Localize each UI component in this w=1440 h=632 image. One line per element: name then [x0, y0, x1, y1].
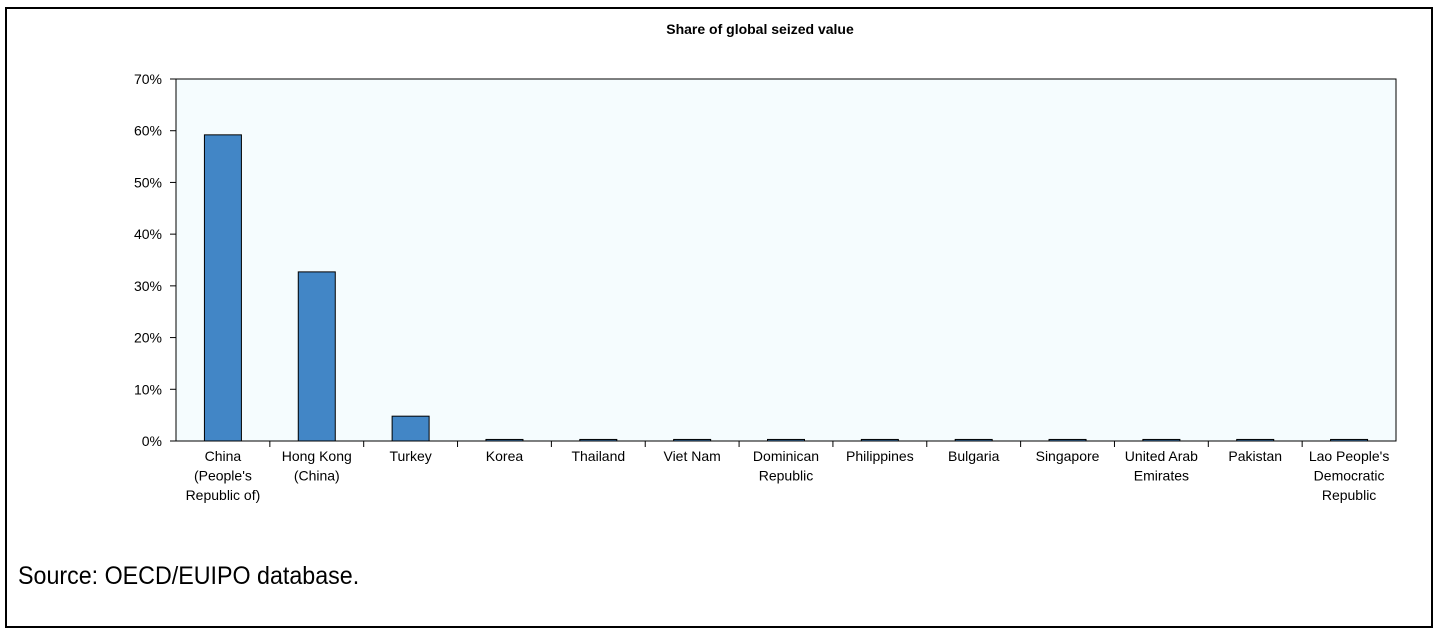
x-tick-label: Hong Kong (China) — [282, 448, 352, 484]
y-tick-label: 50% — [134, 174, 162, 190]
x-tick-label: Bulgaria — [948, 448, 1000, 464]
x-tick-label: United Arab Emirates — [1125, 448, 1198, 484]
x-tick-label: Philippines — [846, 448, 914, 464]
chart-title: Share of global seized value — [666, 21, 854, 37]
bar — [391, 415, 430, 442]
x-tick-label: Viet Nam — [663, 448, 720, 464]
x-tick-label: Singapore — [1036, 448, 1100, 464]
y-tick-label: 40% — [134, 226, 162, 242]
x-tick-label: Korea — [486, 448, 524, 464]
y-tick-label: 60% — [134, 123, 162, 139]
plot-area — [175, 78, 1397, 442]
x-tick-label: Dominican Republic — [753, 448, 819, 484]
x-tick-label: Turkey — [389, 448, 431, 464]
x-tick-label: Lao People's Democratic Republic — [1309, 448, 1390, 503]
bar — [297, 271, 336, 442]
y-tick-label: 20% — [134, 330, 162, 346]
source-note: Source: OECD/EUIPO database. — [18, 562, 360, 590]
x-tick-label: China (People's Republic of) — [186, 448, 261, 503]
bar — [203, 134, 242, 442]
x-tick-label: Thailand — [571, 448, 625, 464]
x-tick-label: Pakistan — [1228, 448, 1282, 464]
y-tick-label: 0% — [142, 433, 162, 449]
y-tick-label: 30% — [134, 278, 162, 294]
y-tick-label: 10% — [134, 381, 162, 397]
y-tick-label: 70% — [134, 71, 162, 87]
